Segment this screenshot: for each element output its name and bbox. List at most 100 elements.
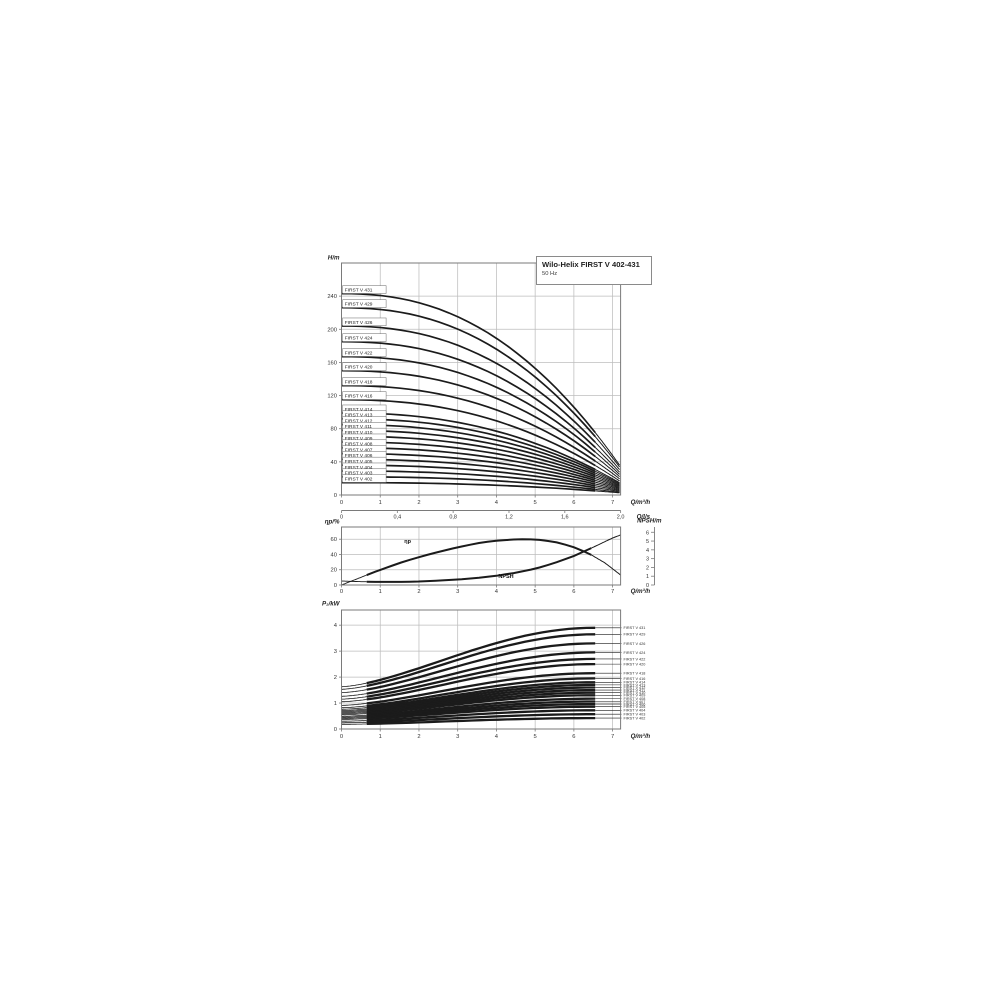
power-curve-thin-FIRST-V-403 (341, 721, 367, 724)
power-curve-FIRST-V-406 (366, 702, 596, 719)
power-xtick-label: 5 (534, 734, 537, 740)
eff-xtick-label: 1 (379, 589, 382, 595)
power-curve-FIRST-V-431 (366, 626, 596, 685)
head-ytick-label: 240 (327, 294, 337, 300)
head-ytick-label: 0 (334, 493, 337, 499)
head-xtick-label: 1 (379, 500, 382, 506)
head-series-label: FIRST V 409 (345, 436, 373, 442)
head-curve-tail-FIRST-V-414 (594, 468, 620, 484)
head-curve-FIRST-V-431 (341, 292, 596, 434)
power-curve-thin-FIRST-V-408 (341, 714, 367, 717)
power-curve-FIRST-V-405 (366, 705, 596, 720)
power-curve-FIRST-V-418 (366, 672, 596, 705)
power-series-label: FIRST V 424 (624, 651, 646, 655)
power-ytick-label: 3 (334, 649, 337, 655)
head-series-label: FIRST V 407 (345, 447, 373, 453)
power-curve-thin-FIRST-V-418 (341, 703, 367, 706)
power-xtick-label: 6 (572, 734, 575, 740)
power-curve-thin-FIRST-V-426 (341, 689, 367, 694)
head-ytick-label: 200 (327, 327, 337, 333)
power-curve-thin-FIRST-V-406 (341, 717, 367, 719)
head-xtick-label: 3 (456, 500, 459, 506)
power-curve-thin-FIRST-V-416 (341, 705, 367, 709)
NPSH-curve (366, 547, 592, 583)
eff-xlabel: Q/m³/h (631, 588, 651, 595)
head-series-label: FIRST V 413 (345, 413, 373, 419)
power-xtick-label: 7 (611, 734, 614, 740)
head-xlabel: Q/m³/h (631, 499, 651, 506)
head-curve-tail-FIRST-V-406 (595, 483, 620, 491)
power-ylabel: P₂/kW (322, 601, 341, 608)
head-curve-tail-FIRST-V-426 (594, 441, 620, 470)
power-curve-FIRST-V-409 (366, 694, 596, 715)
head-curve-tail-FIRST-V-407 (595, 481, 620, 490)
head-series-label-box (342, 474, 387, 483)
head-series-label-box (342, 391, 387, 400)
power-curve-thin-FIRST-V-414 (341, 707, 367, 710)
power-curve-FIRST-V-404 (366, 709, 596, 722)
head-frame (341, 262, 622, 496)
head-curve-tail-FIRST-V-413 (594, 470, 620, 485)
ls-tick-label: 1,2 (505, 515, 513, 521)
power-xtick-label: 1 (379, 734, 382, 740)
head-curve-tail-FIRST-V-405 (595, 485, 620, 492)
power-series-label: FIRST V 416 (624, 677, 646, 681)
power-curve-thin-FIRST-V-409 (341, 713, 367, 716)
power-curve-FIRST-V-412 (366, 686, 596, 712)
power-curve-thin-FIRST-V-404 (341, 720, 367, 722)
head-series-label-box (342, 377, 387, 386)
power-curve-FIRST-V-416 (366, 677, 596, 708)
eff-xtick-label: 2 (417, 589, 420, 595)
head-series-label: FIRST V 418 (345, 379, 373, 385)
power-xtick-label: 4 (495, 734, 499, 740)
power-series-label: FIRST V 422 (624, 657, 646, 661)
head-curve-FIRST-V-426 (341, 325, 596, 443)
head-series-label-box (342, 317, 387, 327)
head-series-label: FIRST V 414 (345, 407, 373, 413)
power-series-label: FIRST V 431 (624, 626, 646, 630)
head-series-label: FIRST V 405 (345, 459, 373, 465)
ls-axis-label: Q/l/s (637, 514, 651, 521)
power-ytick-label: 0 (334, 727, 337, 733)
power-xlabel: Q/m³/h (631, 733, 651, 740)
head-series-label: FIRST V 422 (345, 350, 373, 356)
head-series-label: FIRST V 411 (345, 424, 373, 430)
ηp-curve (366, 538, 592, 577)
head-series-label: FIRST V 408 (345, 442, 373, 448)
head-curve-FIRST-V-402 (341, 481, 596, 492)
power-series-label: FIRST V 405 (624, 705, 646, 709)
power-curve-FIRST-V-420 (366, 662, 596, 701)
head-curve-tail-FIRST-V-422 (594, 451, 620, 475)
power-frame (341, 609, 622, 730)
power-series-label: FIRST V 404 (624, 709, 646, 713)
power-curve-thin-FIRST-V-413 (341, 708, 367, 711)
power-xtick-label: 3 (456, 734, 459, 740)
head-curve-FIRST-V-424 (341, 340, 596, 449)
head-series-label: FIRST V 403 (345, 471, 373, 477)
power-series-label: FIRST V 406 (624, 702, 646, 706)
head-series-label: FIRST V 410 (345, 430, 373, 436)
power-curve-FIRST-V-424 (366, 651, 596, 695)
ηp-curve-thin-start (341, 574, 367, 586)
head-series-label: FIRST V 402 (345, 476, 373, 482)
head-series-label: FIRST V 431 (345, 287, 373, 293)
npsh-tick-label: 0 (646, 583, 649, 589)
head-series-label: FIRST V 426 (345, 320, 373, 326)
head-curve-tail-FIRST-V-412 (594, 472, 620, 485)
npsh-tick-label: 4 (646, 548, 649, 554)
head-xtick-label: 5 (534, 500, 537, 506)
eff-xtick-label: 6 (572, 589, 575, 595)
NPSH-curve-thin-end (591, 534, 621, 549)
eff-xtick-label: 0 (340, 589, 343, 595)
ls-tick-label: 0,8 (449, 515, 457, 521)
power-series-label: FIRST V 418 (624, 672, 646, 676)
ls-tick-label: 0 (340, 515, 343, 521)
NPSH-curve-label: NPSH (498, 574, 513, 580)
power-curve-thin-FIRST-V-407 (341, 716, 367, 718)
head-curve-tail-FIRST-V-429 (594, 436, 620, 468)
ηp-curve-label: ηp (404, 539, 411, 545)
power-curve-thin-FIRST-V-410 (341, 712, 367, 715)
power-series-label: FIRST V 410 (624, 691, 646, 695)
npsh-tick-label: 5 (646, 539, 649, 545)
head-series-label: FIRST V 424 (345, 336, 373, 342)
